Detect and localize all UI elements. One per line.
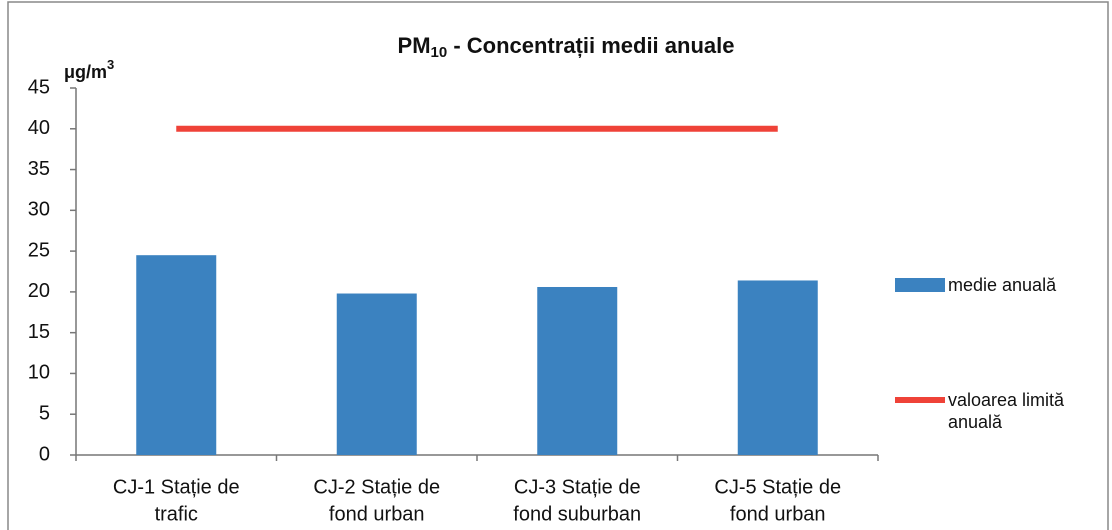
title-part: PM (398, 33, 431, 58)
y-tick-label: 35 (28, 158, 50, 180)
x-tick-label: fond urban (329, 503, 425, 525)
y-tick-label: 5 (39, 403, 50, 425)
y-tick-label: 45 (28, 76, 50, 98)
x-tick-label: CJ-3 Stație de (514, 476, 641, 498)
x-tick-label: fond suburban (513, 503, 641, 525)
frame (7, 1, 1109, 530)
y-label-part: μg/m (64, 62, 107, 82)
y-axis-label: μg/m3 (64, 57, 114, 81)
y-tick-label: 10 (28, 362, 50, 384)
y-tick-label: 30 (28, 199, 50, 221)
legend-label: medie anuală (948, 275, 1057, 295)
bar (537, 286, 618, 455)
chart-title: PM10 - Concentrații medii anuale (398, 33, 735, 61)
x-tick-label: trafic (155, 503, 198, 525)
bar (136, 255, 217, 455)
x-tick-label: fond urban (730, 503, 826, 525)
y-tick-label: 20 (28, 280, 50, 302)
y-tick-label: 40 (28, 117, 50, 139)
y-label-sup: 3 (107, 57, 114, 72)
y-tick-label: 25 (28, 239, 50, 261)
x-tick-label: CJ-1 Stație de (113, 476, 240, 498)
x-tick-label: CJ-2 Stație de (313, 476, 440, 498)
title-part: - Concentrații medii anuale (447, 33, 734, 58)
x-tick-label: CJ-5 Stație de (714, 476, 841, 498)
bar (336, 293, 417, 455)
y-tick-label: 15 (28, 321, 50, 343)
y-tick-label: 0 (39, 443, 50, 465)
title-sub: 10 (431, 44, 448, 61)
legend-label: valoarea limită anuală (948, 390, 1065, 432)
bar (737, 280, 818, 455)
legend-swatch (895, 278, 945, 292)
